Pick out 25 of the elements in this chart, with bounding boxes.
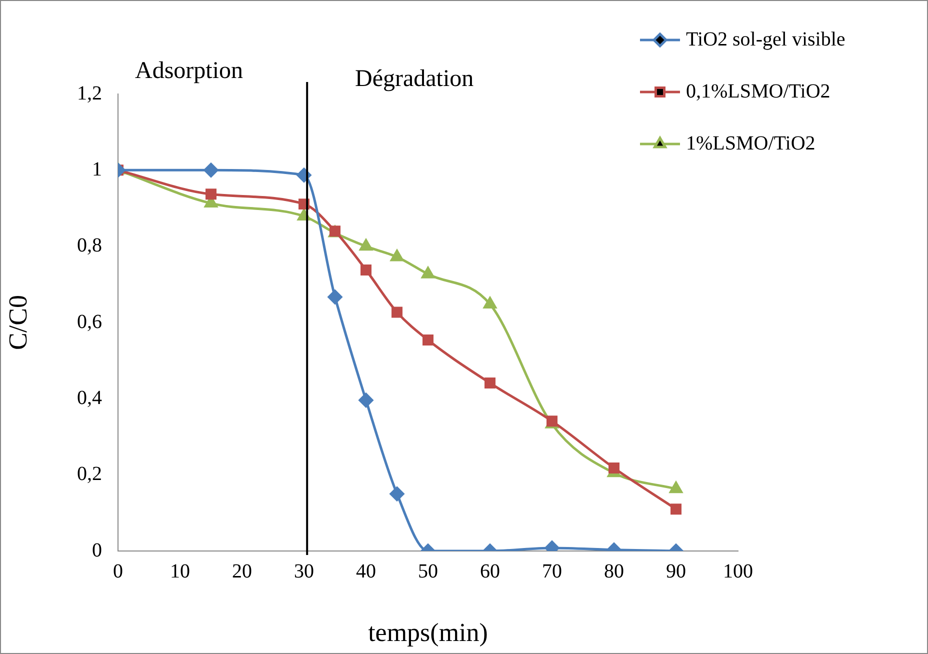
y-tick-label: 1 <box>92 158 102 180</box>
x-tick-label: 50 <box>418 560 438 582</box>
x-tick-label: 20 <box>232 560 252 582</box>
y-tick-label: 1,2 <box>77 82 102 104</box>
x-axis-title: temps(min) <box>368 618 488 648</box>
y-tick-label: 0,8 <box>77 234 102 257</box>
y-tick-label: 0,2 <box>77 463 102 486</box>
text: Dégradation <box>355 66 474 92</box>
x-tick-label: 0 <box>113 560 123 582</box>
x-tick-label: 60 <box>480 560 500 582</box>
legend-label: 1%LSMO/TiO2 <box>686 132 816 154</box>
x-tick-label: 100 <box>723 560 753 582</box>
x-tick-label: 40 <box>356 560 376 582</box>
x-tick-label: 10 <box>170 560 190 582</box>
legend-label: 0,1%LSMO/TiO2 <box>686 80 830 102</box>
x-tick-label: 30 <box>294 560 314 582</box>
legend-label: TiO2 sol-gel visible <box>686 28 846 50</box>
y-tick-label: 0 <box>92 539 102 562</box>
text: Adsorption <box>135 58 243 84</box>
y-axis-title: C/C0 <box>3 295 32 350</box>
y-tick-label: 0,4 <box>77 386 102 409</box>
x-tick-label: 80 <box>604 560 624 582</box>
x-tick-label: 90 <box>666 560 686 582</box>
x-tick-label: 70 <box>542 560 562 582</box>
y-tick-label: 0,6 <box>77 310 102 333</box>
